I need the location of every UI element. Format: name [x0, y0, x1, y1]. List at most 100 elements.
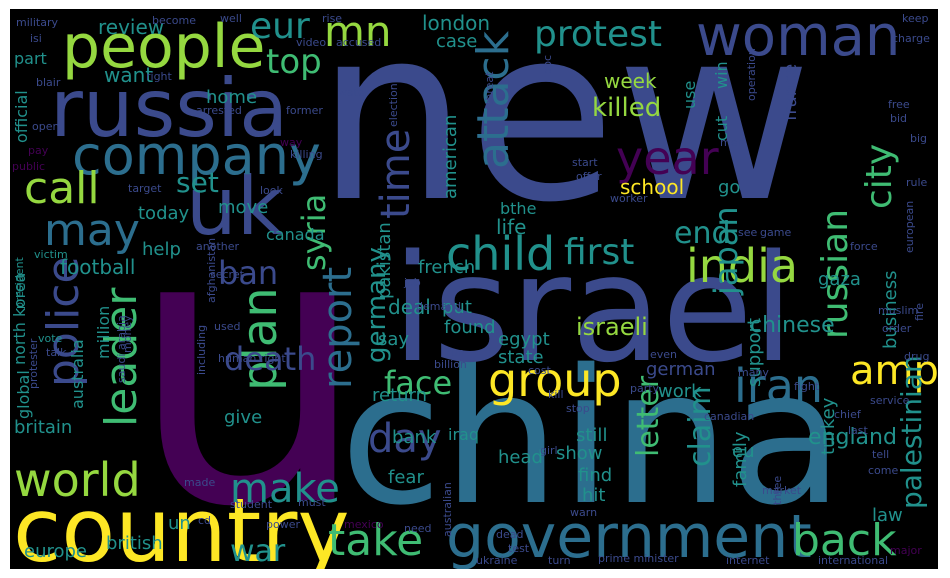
word: afghanistan	[205, 237, 218, 303]
word: british	[106, 533, 163, 554]
word: life	[496, 215, 527, 239]
word: china	[340, 329, 844, 546]
word: chinese	[750, 313, 835, 338]
word: group	[488, 353, 622, 407]
word: european	[903, 200, 916, 253]
word: report	[315, 266, 361, 389]
word: call	[24, 163, 100, 214]
word: open	[32, 120, 60, 133]
word: say	[378, 329, 410, 350]
word: turn	[548, 554, 571, 567]
word: threat	[483, 71, 496, 105]
word: fear	[388, 467, 424, 488]
word: uk	[186, 160, 284, 253]
word: need	[404, 522, 432, 535]
word: accused	[336, 36, 382, 49]
word: way	[280, 136, 303, 149]
word: billion	[434, 358, 467, 371]
word: use	[680, 80, 699, 109]
word: mexico	[344, 518, 384, 531]
word: company	[72, 124, 321, 187]
word: secret	[210, 268, 244, 281]
word: cost	[528, 364, 551, 377]
word: palestinian	[895, 355, 928, 509]
word: job	[404, 276, 421, 289]
word: may	[44, 205, 140, 256]
word: come	[868, 464, 899, 477]
word: chief	[834, 408, 861, 421]
word: look	[260, 184, 283, 197]
word: drug	[904, 350, 930, 363]
word: another	[196, 240, 240, 253]
word: muslim	[878, 304, 919, 317]
word: case	[436, 31, 478, 52]
word: stop	[566, 402, 590, 415]
word: ukraine	[476, 554, 518, 567]
word: turkey	[818, 397, 839, 455]
word: bthe	[500, 199, 537, 218]
word: blair	[36, 76, 61, 89]
word: school	[620, 175, 685, 199]
word: money	[121, 315, 134, 353]
word: demand	[416, 300, 462, 313]
word: three	[771, 475, 784, 505]
word: move	[218, 197, 269, 218]
word: deal	[388, 295, 431, 319]
word: target	[128, 182, 162, 195]
word: france	[780, 63, 801, 121]
word: city	[859, 143, 900, 209]
word: operation	[745, 48, 758, 101]
word: pay	[28, 144, 49, 157]
word: law	[872, 505, 903, 526]
word: japan	[707, 206, 745, 295]
word: iran	[734, 359, 824, 413]
word: child	[446, 227, 556, 281]
word: family	[730, 431, 751, 487]
word: well	[220, 12, 242, 25]
word: including	[195, 324, 208, 375]
word: cd	[198, 514, 212, 527]
word: offer	[576, 170, 602, 183]
word: last	[848, 424, 868, 437]
word: used	[214, 320, 241, 333]
word-cloud: new u china israel country russia uk peo…	[10, 9, 938, 569]
word: pakistan	[374, 222, 395, 299]
word: back	[792, 515, 897, 566]
word: run	[446, 346, 465, 359]
word: student	[230, 498, 273, 511]
word: un	[168, 513, 191, 534]
word: dead	[496, 528, 524, 541]
word: top	[266, 42, 322, 82]
word: men	[720, 136, 745, 149]
word: right	[146, 70, 172, 83]
word: keep	[902, 12, 929, 25]
word: country	[13, 479, 350, 570]
word: new	[316, 9, 813, 255]
word: talk	[46, 346, 67, 359]
word: bbc	[541, 54, 554, 75]
word: vote	[38, 332, 63, 345]
word: want	[104, 63, 154, 87]
word: victim	[34, 248, 68, 261]
word: video	[296, 36, 327, 49]
word: death	[224, 340, 317, 378]
word: find	[578, 465, 613, 486]
word: even	[650, 348, 678, 361]
word: set	[176, 166, 219, 199]
word: war	[230, 534, 286, 569]
word: england	[808, 425, 897, 450]
word: killed	[592, 93, 662, 123]
word: protester	[27, 338, 40, 389]
word: bid	[890, 112, 908, 125]
word: football	[60, 255, 136, 279]
word: iraq	[448, 425, 479, 444]
word: europe	[24, 541, 87, 562]
word: military	[16, 16, 58, 29]
word: time	[373, 128, 419, 219]
word: big	[910, 132, 928, 145]
word: work	[658, 381, 702, 402]
word: today	[138, 203, 190, 224]
word: isi	[30, 32, 42, 45]
word: charge	[892, 32, 930, 45]
word: power	[266, 518, 300, 531]
